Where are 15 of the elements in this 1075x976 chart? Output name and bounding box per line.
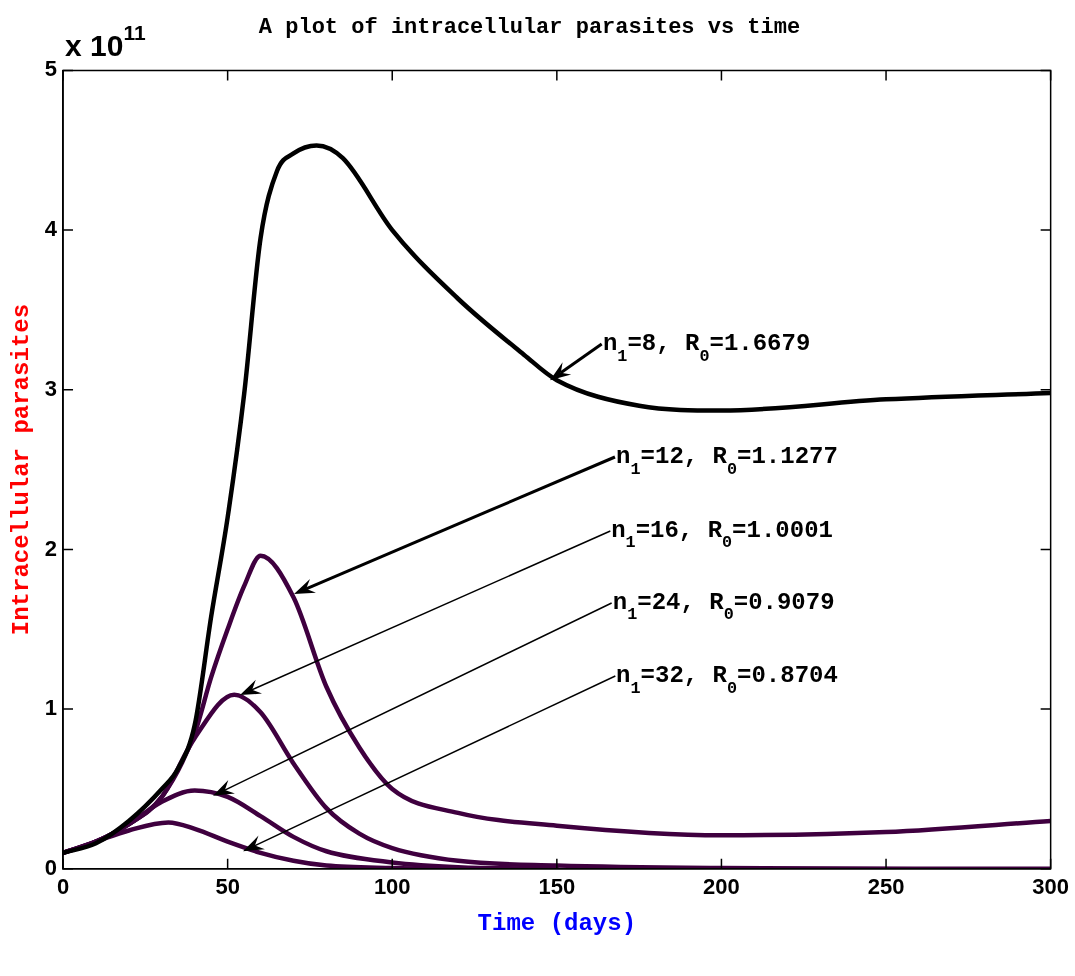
- chart-title: A plot of intracellular parasites vs time: [258, 14, 801, 40]
- x-tick-label: 100: [373, 874, 411, 900]
- y-tick-label: 1: [44, 695, 58, 721]
- x-tick-label: 250: [867, 874, 905, 900]
- y-tick-label: 3: [44, 375, 58, 401]
- x-tick-label: 50: [215, 874, 240, 900]
- y-tick-label: 2: [44, 535, 58, 561]
- y-tick-label: 0: [44, 854, 58, 880]
- y-axis-title: Intracellular parasites: [8, 303, 36, 636]
- y-tick-label: 4: [44, 216, 58, 242]
- x-tick-label: 300: [1032, 874, 1070, 900]
- x-axis-title: Time (days): [477, 909, 637, 937]
- x-tick-label: 150: [538, 874, 576, 900]
- y-tick-label: 5: [44, 56, 58, 82]
- x-tick-label: 200: [703, 874, 740, 900]
